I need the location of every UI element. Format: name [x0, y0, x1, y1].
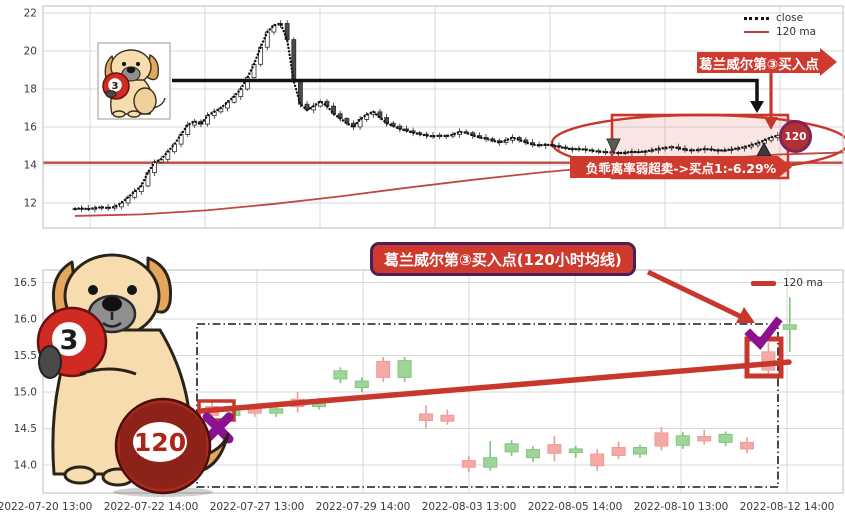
- buy-point-label: 葛兰威尔第③买入点(120小时均线): [384, 250, 622, 269]
- bottom-y-tick-labels: 14.0 14.5 15.0 15.5 16.0 16.5: [14, 277, 37, 472]
- svg-text:18: 18: [24, 84, 37, 96]
- bottom-x-tick-labels: 2022-07-20 13:00 2022-07-22 14:00 2022-07-…: [0, 501, 834, 513]
- svg-text:2022-07-27 13:00: 2022-07-27 13:00: [210, 501, 305, 513]
- dog-mascot-image-top: 3: [97, 42, 171, 120]
- sell-marker-triangle-icon: [606, 138, 621, 155]
- buy-point-annotation-top: 葛兰威尔第③买入点: [697, 48, 837, 76]
- svg-text:16: 16: [24, 122, 38, 134]
- buy-point-annotation-bottom: 葛兰威尔第③买入点(120小时均线): [370, 242, 636, 276]
- svg-text:2022-08-05 14:00: 2022-08-05 14:00: [528, 501, 623, 513]
- svg-text:14.5: 14.5: [14, 423, 37, 435]
- top-legend: close 120 ma: [744, 13, 816, 37]
- arrow-right-icon: [820, 48, 837, 76]
- svg-text:14: 14: [24, 160, 38, 172]
- close-dotted-line: [73, 22, 779, 211]
- legend-label: close: [776, 12, 804, 24]
- svg-text:16.0: 16.0: [14, 314, 37, 326]
- svg-text:2022-07-20 13:00: 2022-07-20 13:00: [0, 501, 92, 513]
- top-plot-border: [42, 5, 844, 229]
- red-arrowhead-icon: [764, 117, 778, 130]
- buy-point-label: 葛兰威尔第③买入点: [699, 56, 819, 73]
- dog-with-ball3-illustration: 3: [102, 49, 166, 118]
- legend-label: 120 ma: [783, 277, 824, 289]
- svg-text:15.5: 15.5: [14, 350, 37, 362]
- svg-text:14.0: 14.0: [14, 460, 37, 472]
- black-resistance-arrow: [172, 78, 759, 102]
- ma-line-swatch: [744, 30, 769, 33]
- bottom-legend: 120 ma: [751, 278, 823, 289]
- legend-item-120ma: 120 ma: [751, 278, 823, 289]
- svg-text:2022-08-10 13:00: 2022-08-10 13:00: [634, 501, 729, 513]
- svg-text:3: 3: [112, 81, 119, 92]
- svg-text:2022-08-03 13:00: 2022-08-03 13:00: [422, 501, 517, 513]
- ball-120-icon: 120: [114, 397, 212, 495]
- close-line-swatch: [744, 16, 769, 20]
- ma-120-badge: 120: [779, 120, 812, 153]
- legend-item-120ma: 120 ma: [744, 25, 817, 38]
- dog-mascot-image-bottom: 3 120: [20, 246, 235, 498]
- oversold-banner: 负乖离率弱超卖->买点1:-6.29%: [570, 156, 792, 178]
- dog-with-balls-illustration: 3 120: [36, 253, 230, 497]
- badge-label: 120: [784, 130, 807, 143]
- legend-item-close: close: [744, 13, 816, 24]
- oversold-banner-text: 负乖离率弱超卖->买点1:-6.29%: [585, 160, 777, 176]
- svg-text:15.0: 15.0: [14, 387, 37, 399]
- dashdot-zoom-rect: [196, 323, 779, 488]
- svg-text:16.5: 16.5: [14, 277, 37, 289]
- svg-text:120: 120: [134, 428, 186, 457]
- top-y-tick-labels: 12 14 16 18 20 22: [24, 8, 38, 210]
- legend-label: 120 ma: [776, 25, 817, 38]
- ma-line-swatch: [751, 280, 776, 286]
- svg-text:2022-08-12 14:00: 2022-08-12 14:00: [740, 501, 835, 513]
- svg-text:2022-07-22 14:00: 2022-07-22 14:00: [104, 501, 199, 513]
- svg-text:12: 12: [24, 198, 37, 210]
- svg-text:2022-07-29 14:00: 2022-07-29 14:00: [316, 501, 411, 513]
- svg-text:3: 3: [60, 325, 79, 356]
- svg-text:22: 22: [24, 8, 37, 20]
- svg-text:20: 20: [24, 46, 37, 58]
- black-arrowhead-icon: [750, 101, 764, 113]
